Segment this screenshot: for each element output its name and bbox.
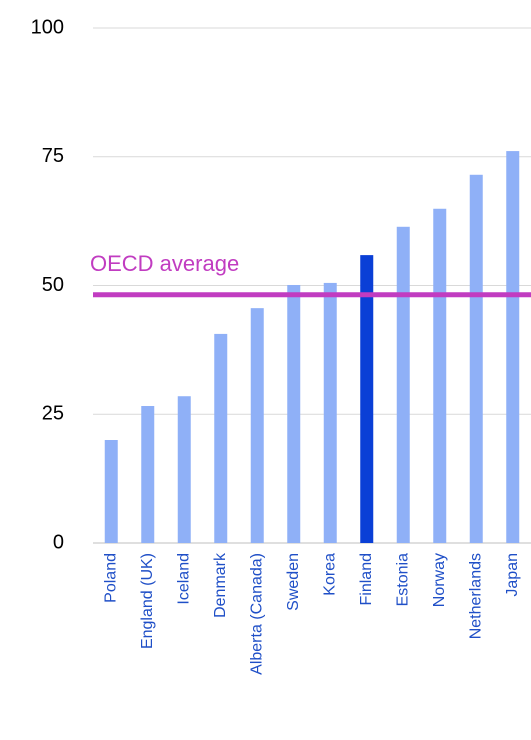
bar [104, 440, 118, 543]
x-tick-label: Finland [358, 553, 375, 605]
bar [433, 208, 447, 543]
bar [214, 333, 228, 543]
reference-label: OECD average [90, 251, 239, 276]
y-tick-label: 25 [42, 403, 64, 425]
x-tick-label: Norway [431, 553, 448, 607]
bar [177, 396, 191, 543]
bar [250, 308, 264, 543]
y-tick-label: 0 [53, 531, 64, 553]
y-tick-label: 50 [42, 274, 64, 296]
x-tick-label: Sweden [285, 553, 302, 611]
bar [469, 174, 483, 543]
x-tick-label: Netherlands [467, 553, 484, 639]
bar [287, 284, 301, 543]
x-tick-label: Japan [504, 553, 521, 597]
x-tick-label: Estonia [394, 553, 411, 606]
x-tick-label: Iceland [175, 553, 192, 605]
bar [396, 226, 410, 544]
bar [506, 151, 520, 543]
y-tick-label: 100 [31, 16, 64, 38]
x-tick-label: Alberta (Canada) [248, 553, 265, 675]
y-tick-label: 75 [42, 145, 64, 167]
bar [360, 255, 374, 544]
x-tick-label: Denmark [212, 552, 229, 618]
x-tick-label: Korea [321, 553, 338, 596]
x-tick-label: England (UK) [139, 553, 156, 649]
bar [141, 406, 155, 543]
bar [323, 282, 337, 543]
x-tick-label: Poland [102, 553, 119, 603]
